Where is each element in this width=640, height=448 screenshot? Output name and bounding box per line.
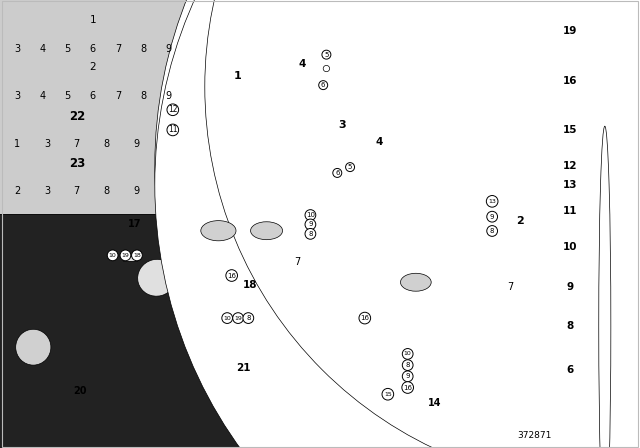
Ellipse shape [250, 322, 282, 350]
Circle shape [5, 0, 640, 247]
Text: 2: 2 [516, 216, 524, 226]
Text: 6: 6 [90, 91, 96, 101]
Polygon shape [197, 376, 293, 417]
Text: 8: 8 [246, 315, 251, 321]
Text: 5: 5 [348, 164, 352, 170]
Circle shape [319, 81, 328, 90]
Ellipse shape [595, 0, 615, 60]
Text: 3: 3 [339, 120, 346, 129]
Ellipse shape [341, 167, 360, 177]
Text: 4: 4 [298, 59, 306, 69]
Text: 16: 16 [227, 272, 236, 279]
Polygon shape [179, 99, 307, 114]
Text: 7: 7 [508, 282, 514, 292]
Circle shape [487, 211, 497, 222]
Circle shape [322, 50, 331, 59]
FancyBboxPatch shape [117, 239, 141, 258]
Circle shape [167, 104, 179, 116]
Text: 21: 21 [236, 363, 250, 373]
Text: 16: 16 [360, 315, 369, 321]
FancyBboxPatch shape [596, 280, 614, 448]
Text: 7: 7 [74, 139, 80, 149]
Text: 15: 15 [563, 125, 577, 135]
Text: 14: 14 [428, 398, 441, 408]
Polygon shape [371, 176, 484, 188]
Ellipse shape [245, 317, 287, 355]
Ellipse shape [591, 0, 619, 448]
Text: 8: 8 [405, 362, 410, 368]
Text: 19: 19 [563, 26, 577, 36]
Text: 19: 19 [234, 315, 242, 321]
Text: 16: 16 [563, 76, 577, 86]
Text: 8: 8 [308, 231, 313, 237]
Circle shape [108, 250, 118, 261]
FancyBboxPatch shape [123, 256, 137, 261]
Circle shape [402, 382, 413, 393]
FancyBboxPatch shape [0, 0, 640, 215]
Wedge shape [589, 264, 621, 280]
Polygon shape [3, 302, 77, 383]
Text: 16: 16 [403, 384, 412, 391]
Circle shape [155, 0, 640, 448]
Text: 10: 10 [223, 315, 231, 321]
Text: 9: 9 [133, 186, 140, 196]
Text: 7: 7 [294, 257, 301, 267]
Ellipse shape [594, 181, 616, 448]
FancyBboxPatch shape [234, 300, 266, 325]
Text: 23: 23 [68, 157, 85, 170]
Text: 8: 8 [490, 228, 495, 234]
Text: 7: 7 [115, 44, 121, 54]
Text: 5: 5 [324, 52, 328, 58]
Text: 12: 12 [563, 161, 577, 171]
Ellipse shape [201, 221, 236, 241]
Circle shape [222, 313, 232, 323]
Text: 11: 11 [563, 206, 577, 215]
Ellipse shape [321, 63, 332, 74]
Ellipse shape [274, 386, 290, 407]
Text: 19: 19 [122, 253, 129, 258]
Polygon shape [179, 114, 291, 249]
Ellipse shape [15, 329, 51, 365]
Ellipse shape [133, 255, 180, 300]
Text: 3: 3 [14, 91, 20, 101]
Text: 4: 4 [376, 138, 383, 147]
Circle shape [382, 388, 394, 400]
Text: 5: 5 [65, 44, 71, 54]
Circle shape [305, 228, 316, 239]
Text: 12: 12 [168, 105, 177, 114]
Circle shape [359, 312, 371, 324]
Circle shape [486, 195, 498, 207]
Text: 2: 2 [14, 186, 20, 196]
FancyBboxPatch shape [558, 1, 639, 439]
Text: 3: 3 [44, 139, 50, 149]
Circle shape [403, 371, 413, 382]
Text: 13: 13 [488, 199, 496, 204]
Text: 11: 11 [168, 125, 177, 134]
Text: 15: 15 [384, 392, 392, 397]
Text: 6: 6 [321, 82, 326, 88]
Text: 2: 2 [90, 62, 96, 72]
Text: 9: 9 [165, 44, 172, 54]
Ellipse shape [599, 126, 611, 448]
Ellipse shape [250, 222, 283, 240]
Circle shape [120, 250, 131, 261]
Polygon shape [371, 188, 470, 298]
Text: 13: 13 [563, 180, 577, 190]
Text: 10: 10 [404, 351, 412, 357]
Text: 17: 17 [127, 219, 141, 229]
Ellipse shape [593, 0, 617, 448]
Text: 6: 6 [335, 170, 340, 176]
Text: 4: 4 [40, 44, 45, 54]
Text: 10: 10 [109, 253, 116, 258]
Circle shape [403, 360, 413, 370]
Circle shape [403, 349, 413, 359]
Circle shape [346, 163, 355, 172]
Text: 4: 4 [40, 91, 45, 101]
Ellipse shape [323, 65, 330, 72]
Text: 7: 7 [74, 186, 80, 196]
Text: 1: 1 [90, 15, 96, 25]
Text: 3: 3 [14, 44, 20, 54]
Text: 10: 10 [563, 242, 577, 252]
